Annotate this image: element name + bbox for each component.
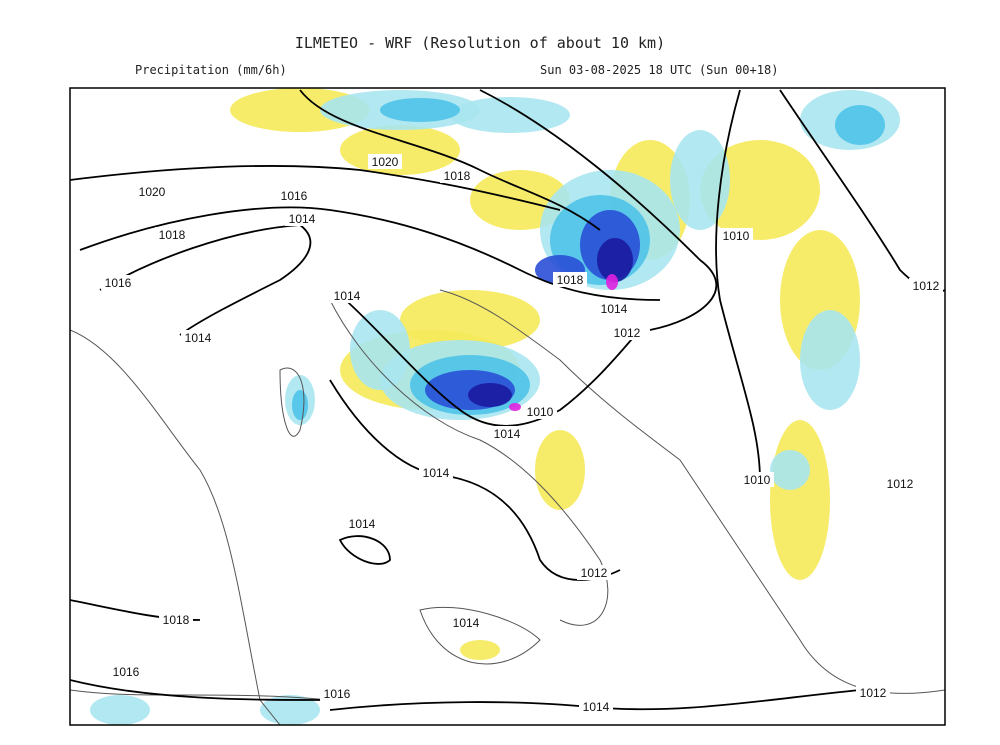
map-area: 1020 1018 1020 1016 1014 1018 1016 1014 1014 1018… — [70, 88, 945, 725]
isobar-label: 1010 — [723, 229, 750, 243]
precipitation-area — [468, 383, 512, 407]
precipitation-area — [292, 390, 308, 420]
isobar-label: 1014 — [185, 331, 212, 345]
isobar — [479, 89, 718, 331]
coastline — [329, 299, 609, 626]
precipitation-area — [509, 403, 521, 411]
precipitation-area — [770, 420, 830, 580]
isobar-label: 1016 — [105, 276, 132, 290]
isobar — [70, 679, 331, 701]
isobar-label: 1012 — [614, 326, 641, 340]
label-background — [579, 699, 613, 714]
label-background — [155, 227, 189, 242]
label-background — [368, 154, 402, 169]
label-background — [856, 685, 890, 700]
coastline — [419, 606, 541, 665]
isobar-label: 1020 — [372, 155, 399, 169]
precipitation-area — [597, 238, 633, 282]
variable-label: Precipitation (mm/6h) — [135, 63, 287, 77]
map-frame — [69, 87, 946, 726]
label-background — [719, 228, 753, 243]
label-background — [419, 465, 453, 480]
precipitation-area — [450, 97, 570, 133]
label-background — [109, 664, 143, 679]
isobar-label: 1016 — [113, 665, 140, 679]
label-background — [440, 168, 474, 183]
isobar-label: 1018 — [557, 273, 584, 287]
label-background — [159, 612, 193, 627]
label-background — [523, 404, 557, 419]
coastline — [439, 289, 945, 694]
isobar-label: 1020 — [139, 185, 166, 199]
precipitation-area — [835, 105, 885, 145]
isobar — [339, 294, 641, 427]
isobar — [329, 379, 621, 581]
label-background — [610, 325, 644, 340]
precipitation-area — [350, 310, 410, 390]
label-background — [577, 565, 611, 580]
coastline — [279, 367, 305, 437]
label-background — [135, 184, 169, 199]
isobar-label: 1012 — [581, 566, 608, 580]
label-background — [597, 301, 631, 316]
label-background — [553, 272, 587, 287]
isobar-label: 1012 — [887, 477, 914, 491]
label-background — [181, 330, 215, 345]
precipitation-area — [260, 695, 320, 725]
isobar-label: 1010 — [744, 473, 771, 487]
map-title: ILMETEO - WRF (Resolution of about 10 km… — [295, 34, 665, 52]
isobar-label: 1014 — [453, 616, 480, 630]
label-background — [490, 426, 524, 441]
precipitation-area — [700, 140, 820, 240]
isobar-label: 1014 — [423, 466, 450, 480]
isobar-label: 1016 — [324, 687, 351, 701]
label-background — [320, 686, 354, 701]
label-background — [345, 516, 379, 531]
isobar — [79, 206, 661, 301]
isobar-label: 1014 — [289, 212, 316, 226]
isobar-label: 1014 — [583, 700, 610, 714]
coastline — [70, 329, 281, 725]
precipitation-area — [670, 130, 730, 230]
isobar-label: 1014 — [601, 302, 628, 316]
isobar-label: 1016 — [281, 189, 308, 203]
precipitation-area — [535, 430, 585, 510]
coastline — [70, 689, 331, 701]
isobar — [715, 89, 761, 481]
valid-time: Sun 03-08-2025 18 UTC (Sun 00+18) — [540, 63, 778, 77]
precipitation-area — [380, 98, 460, 122]
label-background — [449, 615, 483, 630]
precipitation-area — [90, 695, 150, 725]
label-background — [101, 275, 135, 290]
isobar-label: 1010 — [527, 405, 554, 419]
isobar-label: 1018 — [159, 228, 186, 242]
precipitation-area — [770, 450, 810, 490]
isobar — [70, 164, 561, 211]
label-background — [330, 288, 364, 303]
precipitation-area — [800, 310, 860, 410]
isobar-label: 1012 — [860, 686, 887, 700]
isobar — [99, 224, 312, 336]
label-background — [909, 278, 943, 293]
isobar — [299, 89, 601, 231]
isobar-label: 1018 — [163, 613, 190, 627]
precipitation-area — [606, 274, 618, 290]
isobar-label: 1014 — [334, 289, 361, 303]
label-background — [285, 211, 319, 226]
isobar — [338, 535, 391, 565]
label-background — [883, 476, 917, 491]
precipitation-area — [460, 640, 500, 660]
label-background — [277, 188, 311, 203]
isobar-label: 1014 — [349, 517, 376, 531]
isobar-label: 1014 — [494, 427, 521, 441]
isobar-label: 1012 — [913, 279, 940, 293]
label-background — [740, 472, 774, 487]
isobar-label: 1018 — [444, 169, 471, 183]
